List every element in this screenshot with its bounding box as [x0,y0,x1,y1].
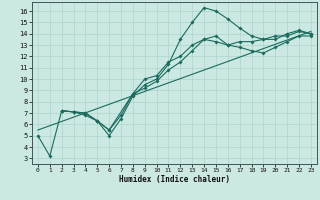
X-axis label: Humidex (Indice chaleur): Humidex (Indice chaleur) [119,175,230,184]
